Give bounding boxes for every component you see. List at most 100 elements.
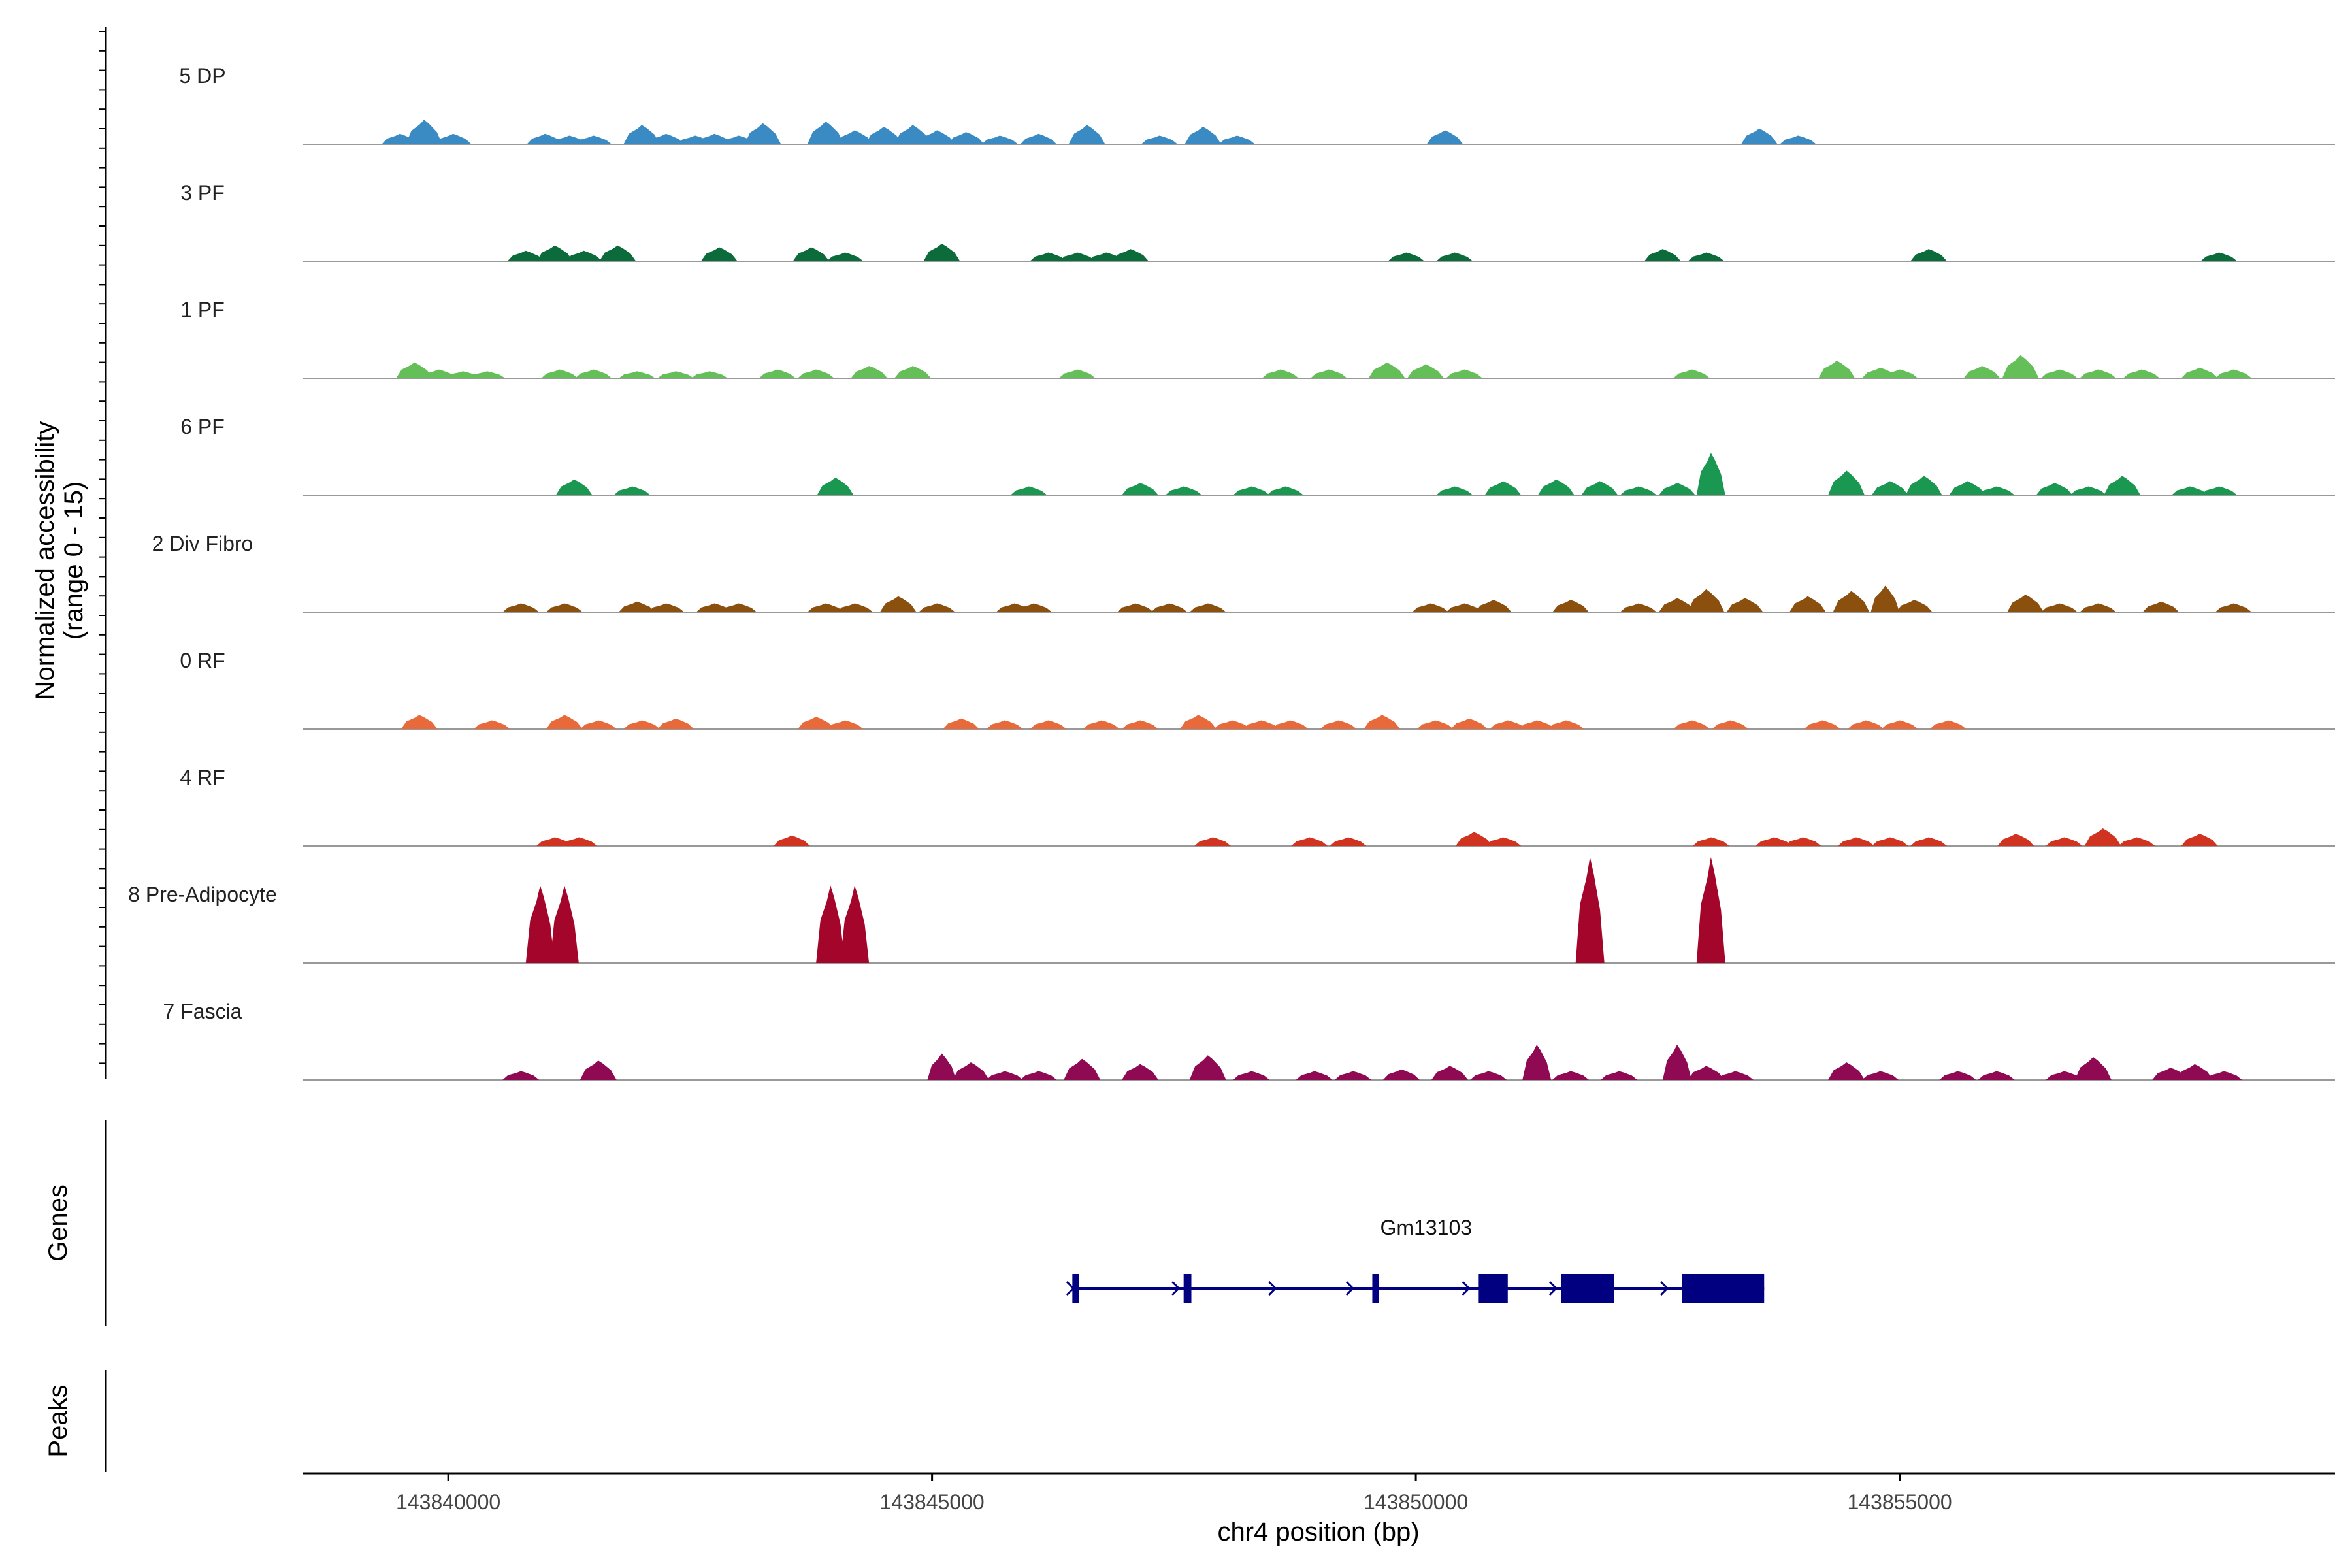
track-1: 5 DP	[179, 64, 2335, 145]
coverage-peak	[1910, 249, 1947, 261]
coverage-peak	[1218, 135, 1256, 144]
coverage-peak	[1030, 720, 1067, 729]
coverage-peak	[1929, 720, 1967, 729]
coverage-peak	[507, 250, 544, 261]
coverage-peak	[2181, 367, 2218, 378]
coverage-peak	[1412, 603, 1449, 612]
coverage-peak	[1117, 603, 1154, 612]
coverage-peak	[2200, 486, 2238, 495]
coverage-peak	[434, 133, 472, 144]
strand-arrow	[1171, 1281, 1181, 1296]
coverage-peak	[1364, 715, 1401, 729]
coverage-peak	[1895, 600, 1933, 612]
coverage-peak	[2074, 1056, 2112, 1080]
coverage-peak	[1416, 720, 1454, 729]
coverage-peak	[1997, 834, 2034, 846]
coverage-peak	[1436, 252, 1473, 261]
coverage-peak	[1818, 361, 1855, 378]
coverage-peak	[623, 720, 661, 729]
coverage-peak	[1382, 1069, 1420, 1080]
coverage-peak	[618, 371, 655, 378]
coverage-peak	[981, 135, 1019, 144]
coverage-peak	[691, 371, 728, 378]
coverage-peak	[1740, 128, 1778, 144]
coverage-peak	[1320, 720, 1357, 729]
coverage-peak	[1267, 486, 1304, 495]
coverage-peak	[1233, 486, 1270, 495]
y-axis-title-range: (range 0 - 15)	[59, 482, 88, 640]
coverage-peak	[1620, 486, 1657, 495]
track-9: 7 Fascia	[163, 1000, 2335, 1081]
coverage-peak	[1662, 1045, 1691, 1080]
coverage-peak	[2080, 369, 2117, 378]
track-8: 8 Pre-Adipocyte	[128, 857, 2335, 964]
gene-exon	[1682, 1274, 1765, 1303]
coverage-peak	[1291, 837, 1328, 846]
coverage-peak	[525, 885, 555, 963]
coverage-peak	[647, 133, 685, 144]
track-3: 1 PF	[180, 298, 2335, 379]
x-tick-label: 143850000	[1364, 1490, 1468, 1514]
coverage-peak	[836, 130, 874, 144]
strand-arrow	[1462, 1281, 1471, 1296]
coverage-peak	[1083, 720, 1120, 729]
coverage-peak	[759, 369, 796, 378]
coverage-peak	[657, 371, 694, 378]
coverage-peak	[1871, 837, 1908, 846]
coverage-peak	[1601, 1071, 1638, 1080]
coverage-peak	[1436, 486, 1473, 495]
coverage-peak	[2171, 486, 2208, 495]
coverage-peak	[400, 715, 438, 729]
coverage-peak	[2215, 369, 2252, 378]
coverage-peak	[927, 1053, 956, 1080]
coverage-peak	[1870, 585, 1900, 612]
coverage-peak	[1910, 837, 1947, 846]
coverage-peak	[2002, 355, 2039, 378]
coverage-peak	[919, 603, 956, 612]
coverage-peak	[1828, 1062, 1865, 1080]
coverage-peak	[2142, 601, 2180, 612]
coverage-peak	[468, 371, 506, 378]
coverage-peak	[1644, 249, 1681, 261]
coverage-peak	[2036, 483, 2073, 495]
coverage-peak	[555, 479, 593, 495]
gene-name-label: Gm13103	[1380, 1216, 1473, 1239]
coverage-peak	[1552, 600, 1590, 612]
coverage-peak	[826, 252, 864, 261]
coverage-peak	[623, 125, 661, 144]
genes-panel-title: Genes	[44, 1184, 73, 1262]
coverage-peak	[1688, 589, 1725, 612]
coverage-peak	[1833, 591, 1870, 612]
coverage-peak	[1696, 453, 1725, 495]
coverage-peak	[1296, 1071, 1333, 1080]
coverage-peak	[1020, 133, 1057, 144]
coverage-peak	[1688, 1066, 1725, 1080]
coverage-peak	[565, 250, 602, 261]
coverage-peak	[1696, 857, 1725, 963]
coverage-peak	[943, 718, 980, 729]
coverage-peak	[1446, 603, 1483, 612]
coverage-peak	[986, 720, 1023, 729]
coverage-peak	[1058, 252, 1096, 261]
coverage-peak	[840, 885, 870, 963]
x-axis-ticks: 143840000 143845000 143850000 143855000	[396, 1473, 1952, 1514]
strand-arrow	[1345, 1281, 1354, 1296]
track-label: 4 RF	[180, 766, 225, 789]
coverage-peak	[1716, 1071, 1754, 1080]
strand-arrow	[1066, 1281, 1075, 1296]
coverage-peak	[546, 603, 583, 612]
track-6: 0 RF	[180, 649, 2335, 730]
coverage-peak	[575, 135, 612, 144]
coverage-peak	[1552, 1071, 1590, 1080]
coverage-peak	[1330, 837, 1367, 846]
track-7: 4 RF	[180, 766, 2335, 847]
coverage-peak	[1871, 481, 1908, 495]
coverage-peak	[1165, 486, 1202, 495]
coverage-peak	[647, 603, 685, 612]
coverage-peak	[1658, 598, 1695, 612]
gene-exon	[1183, 1274, 1192, 1303]
coverage-peak	[1712, 720, 1749, 729]
coverage-peak	[1262, 369, 1299, 378]
coverage-peak	[2084, 828, 2121, 846]
coverage-peak	[1450, 718, 1488, 729]
